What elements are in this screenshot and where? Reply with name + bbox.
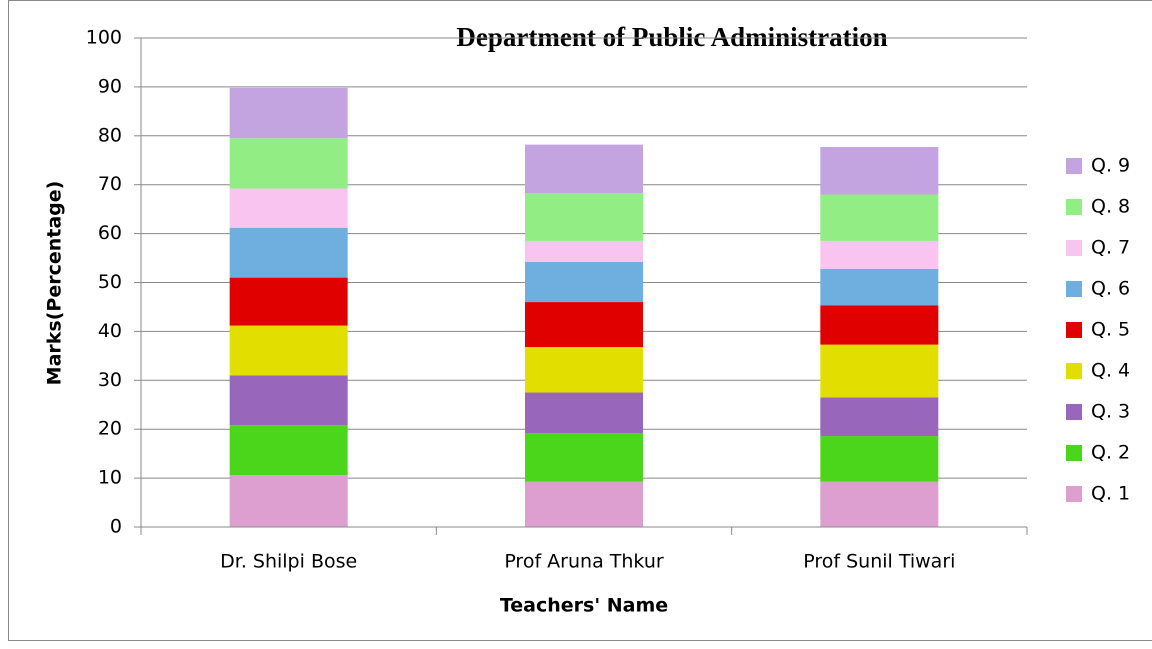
- legend-label: Q. 1: [1091, 483, 1130, 505]
- bar-segment: [229, 375, 348, 426]
- legend-label: Q. 8: [1091, 196, 1130, 218]
- y-tick-label: 60: [98, 222, 122, 244]
- bar-segment: [525, 347, 643, 393]
- legend-label: Q. 2: [1091, 442, 1130, 464]
- bar-segment: [820, 344, 939, 398]
- bar-segment: [525, 392, 643, 434]
- legend-swatch: [1066, 445, 1082, 461]
- bar-segment: [820, 147, 939, 195]
- legend-swatch: [1066, 404, 1082, 420]
- legend-swatch: [1066, 281, 1082, 297]
- legend-label: Q. 3: [1091, 401, 1130, 423]
- legend-swatch: [1066, 486, 1082, 502]
- bar-segment: [820, 268, 939, 306]
- chart-title: Department of Public Administration: [456, 22, 887, 52]
- bar-segment: [229, 475, 348, 527]
- y-tick-label: 30: [98, 369, 122, 391]
- bar-segment: [525, 302, 643, 348]
- bar-segment: [229, 87, 348, 139]
- bar-segment: [525, 481, 643, 527]
- bar-segment: [229, 138, 348, 189]
- legend-swatch: [1066, 322, 1082, 338]
- y-tick-label: 70: [98, 173, 122, 195]
- legend-swatch: [1066, 199, 1082, 215]
- x-tick-label: Prof Sunil Tiwari: [803, 551, 955, 573]
- y-tick-label: 10: [98, 467, 122, 489]
- y-tick-label: 40: [98, 320, 122, 342]
- bar-segment: [229, 277, 348, 326]
- y-tick-label: 80: [98, 124, 122, 146]
- x-tick-label: Prof Aruna Thkur: [504, 551, 664, 573]
- x-tick-label: Dr. Shilpi Bose: [220, 551, 357, 573]
- legend-label: Q. 6: [1091, 278, 1130, 300]
- bar-segment: [820, 305, 939, 345]
- bar-segment: [525, 261, 643, 303]
- bar-segment: [229, 425, 348, 476]
- legend-label: Q. 9: [1091, 155, 1130, 177]
- bar-segment: [229, 325, 348, 376]
- bar-segment: [820, 397, 939, 437]
- x-axis-title: Teachers' Name: [500, 595, 668, 617]
- legend-swatch: [1066, 363, 1082, 379]
- bar-segment: [525, 144, 643, 194]
- bar-segment: [525, 433, 643, 482]
- y-tick-label: 20: [98, 418, 122, 440]
- bar-segment: [229, 188, 348, 228]
- legend-label: Q. 7: [1091, 237, 1130, 259]
- bar-segment: [525, 193, 643, 241]
- bar-segment: [820, 481, 939, 527]
- legend-label: Q. 4: [1091, 360, 1130, 382]
- y-tick-label: 90: [98, 75, 122, 97]
- y-axis-title: Marks(Percentage): [44, 181, 66, 386]
- bar-segment: [525, 240, 643, 262]
- y-tick-label: 100: [86, 27, 122, 49]
- legend-label: Q. 5: [1091, 319, 1130, 341]
- bar-segment: [820, 194, 939, 241]
- y-tick-label: 0: [110, 516, 122, 538]
- bar-segment: [820, 240, 939, 269]
- y-tick-label: 50: [98, 271, 122, 293]
- legend-swatch: [1066, 158, 1082, 174]
- bar-segment: [229, 227, 348, 278]
- legend-swatch: [1066, 240, 1082, 256]
- bar-segment: [820, 436, 939, 482]
